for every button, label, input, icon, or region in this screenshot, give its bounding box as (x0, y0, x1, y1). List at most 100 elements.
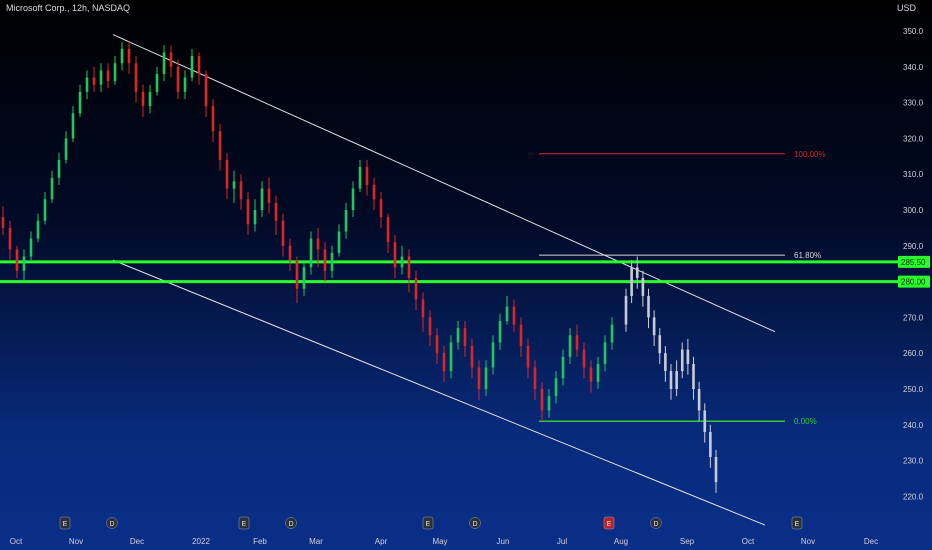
time-tick-0: Oct (10, 537, 23, 546)
candle-body (99, 70, 103, 85)
candle-body (78, 91, 82, 114)
candle-body (379, 199, 383, 218)
candle-75 (526, 338, 530, 379)
candle-body (106, 70, 110, 82)
candle-body (428, 317, 432, 336)
time-tick-1: Nov (69, 537, 83, 546)
level-285-tag-text: 285.50 (901, 258, 926, 267)
channel-upper-line[interactable] (112, 34, 776, 333)
candle-74 (519, 317, 523, 357)
candle-63 (442, 346, 446, 382)
time-tick-14: Dec (864, 537, 878, 546)
candle-body (554, 378, 558, 397)
projection-candle-7 (664, 346, 667, 382)
level-280-tag (898, 275, 930, 288)
candle-body (358, 167, 362, 189)
time-tick-10: Aug (614, 537, 628, 546)
candle-57 (400, 245, 404, 275)
candle-14 (99, 63, 103, 92)
time-tick-4: Feb (253, 537, 267, 546)
candle-25 (176, 59, 180, 100)
candle-body (519, 324, 523, 347)
candle-body (568, 335, 572, 357)
candle-39 (274, 195, 278, 236)
dividend-marker-1[interactable]: D (106, 517, 118, 529)
marker-letter: E (795, 521, 800, 528)
projection-candle-body (647, 295, 650, 318)
candle-42 (295, 256, 299, 304)
candle-45 (316, 227, 320, 268)
dividend-marker-7[interactable]: D (650, 517, 662, 529)
candle-body (57, 159, 61, 178)
candle-body (85, 77, 89, 92)
candle-3 (22, 249, 26, 282)
marker-letter: E (426, 521, 431, 528)
candle-body (386, 217, 390, 243)
price-tick-350: 350.0 (903, 27, 924, 36)
candles (1, 41, 614, 422)
earnings-marker-0[interactable]: E (59, 516, 71, 530)
candle-body (330, 252, 334, 271)
projection-candle-body (714, 457, 718, 483)
dividend-marker-5[interactable]: D (469, 517, 481, 529)
earnings-marker-2[interactable]: E (238, 516, 250, 530)
candle-15 (106, 63, 110, 89)
projection-candle-body (658, 335, 662, 354)
dividend-marker-3[interactable]: D (285, 517, 297, 529)
earnings-marker-6[interactable]: E (603, 516, 615, 530)
candle-body (288, 245, 292, 261)
candle-body (1, 217, 5, 228)
marker-letter: E (607, 521, 612, 528)
candle-85 (596, 356, 600, 389)
projection-candle-11 (686, 338, 690, 375)
candle-33 (232, 170, 236, 203)
channel-lower-line[interactable] (112, 259, 766, 526)
candle-60 (421, 292, 425, 332)
marker-shape (469, 517, 481, 529)
candle-28 (197, 52, 201, 85)
time-axis[interactable]: Oct Nov Dec 2022 Feb Mar Apr May Jun Jul Aug Sep Oct… (10, 537, 878, 546)
candle-body (155, 73, 159, 92)
price-tick-330: 330.0 (903, 99, 924, 108)
candle-9 (64, 131, 68, 164)
candle-43 (302, 260, 306, 296)
candle-body (183, 77, 187, 92)
candle-34 (239, 174, 243, 210)
candle-body (505, 306, 509, 321)
candle-76 (533, 360, 537, 400)
candle-86 (603, 335, 607, 372)
fibonacci-levels[interactable]: 100.00% 61.80% 0.00% (539, 150, 826, 426)
projection-candle-body (641, 278, 645, 296)
candle-body (449, 342, 453, 372)
projection-candle-body (703, 410, 707, 432)
candle-51 (358, 159, 362, 193)
candle-body (113, 63, 117, 82)
projection-candle-body (686, 349, 690, 364)
candle-body (456, 328, 460, 343)
candle-body (190, 56, 194, 78)
candle-body (211, 106, 215, 132)
projection-candle-body (652, 317, 656, 336)
projection-candle-6 (658, 328, 662, 364)
support-resistance-levels[interactable] (0, 260, 898, 284)
candle-body (323, 249, 327, 271)
candle-body (463, 328, 467, 347)
candle-11 (78, 84, 82, 117)
candle-body (540, 389, 544, 411)
projection-candle-body (624, 295, 628, 325)
candle-22 (155, 66, 159, 96)
candle-56 (393, 235, 397, 279)
price-tick-290: 290.0 (903, 242, 924, 251)
candle-body (92, 77, 96, 85)
candle-body (610, 324, 614, 343)
candle-23 (162, 45, 166, 82)
earnings-marker-4[interactable]: E (422, 516, 434, 530)
earnings-marker-8[interactable]: E (791, 516, 803, 530)
candle-52 (365, 159, 369, 196)
candle-body (547, 396, 551, 411)
projection-candle-3 (641, 270, 645, 307)
candle-body (218, 131, 222, 160)
candle-62 (435, 328, 439, 364)
